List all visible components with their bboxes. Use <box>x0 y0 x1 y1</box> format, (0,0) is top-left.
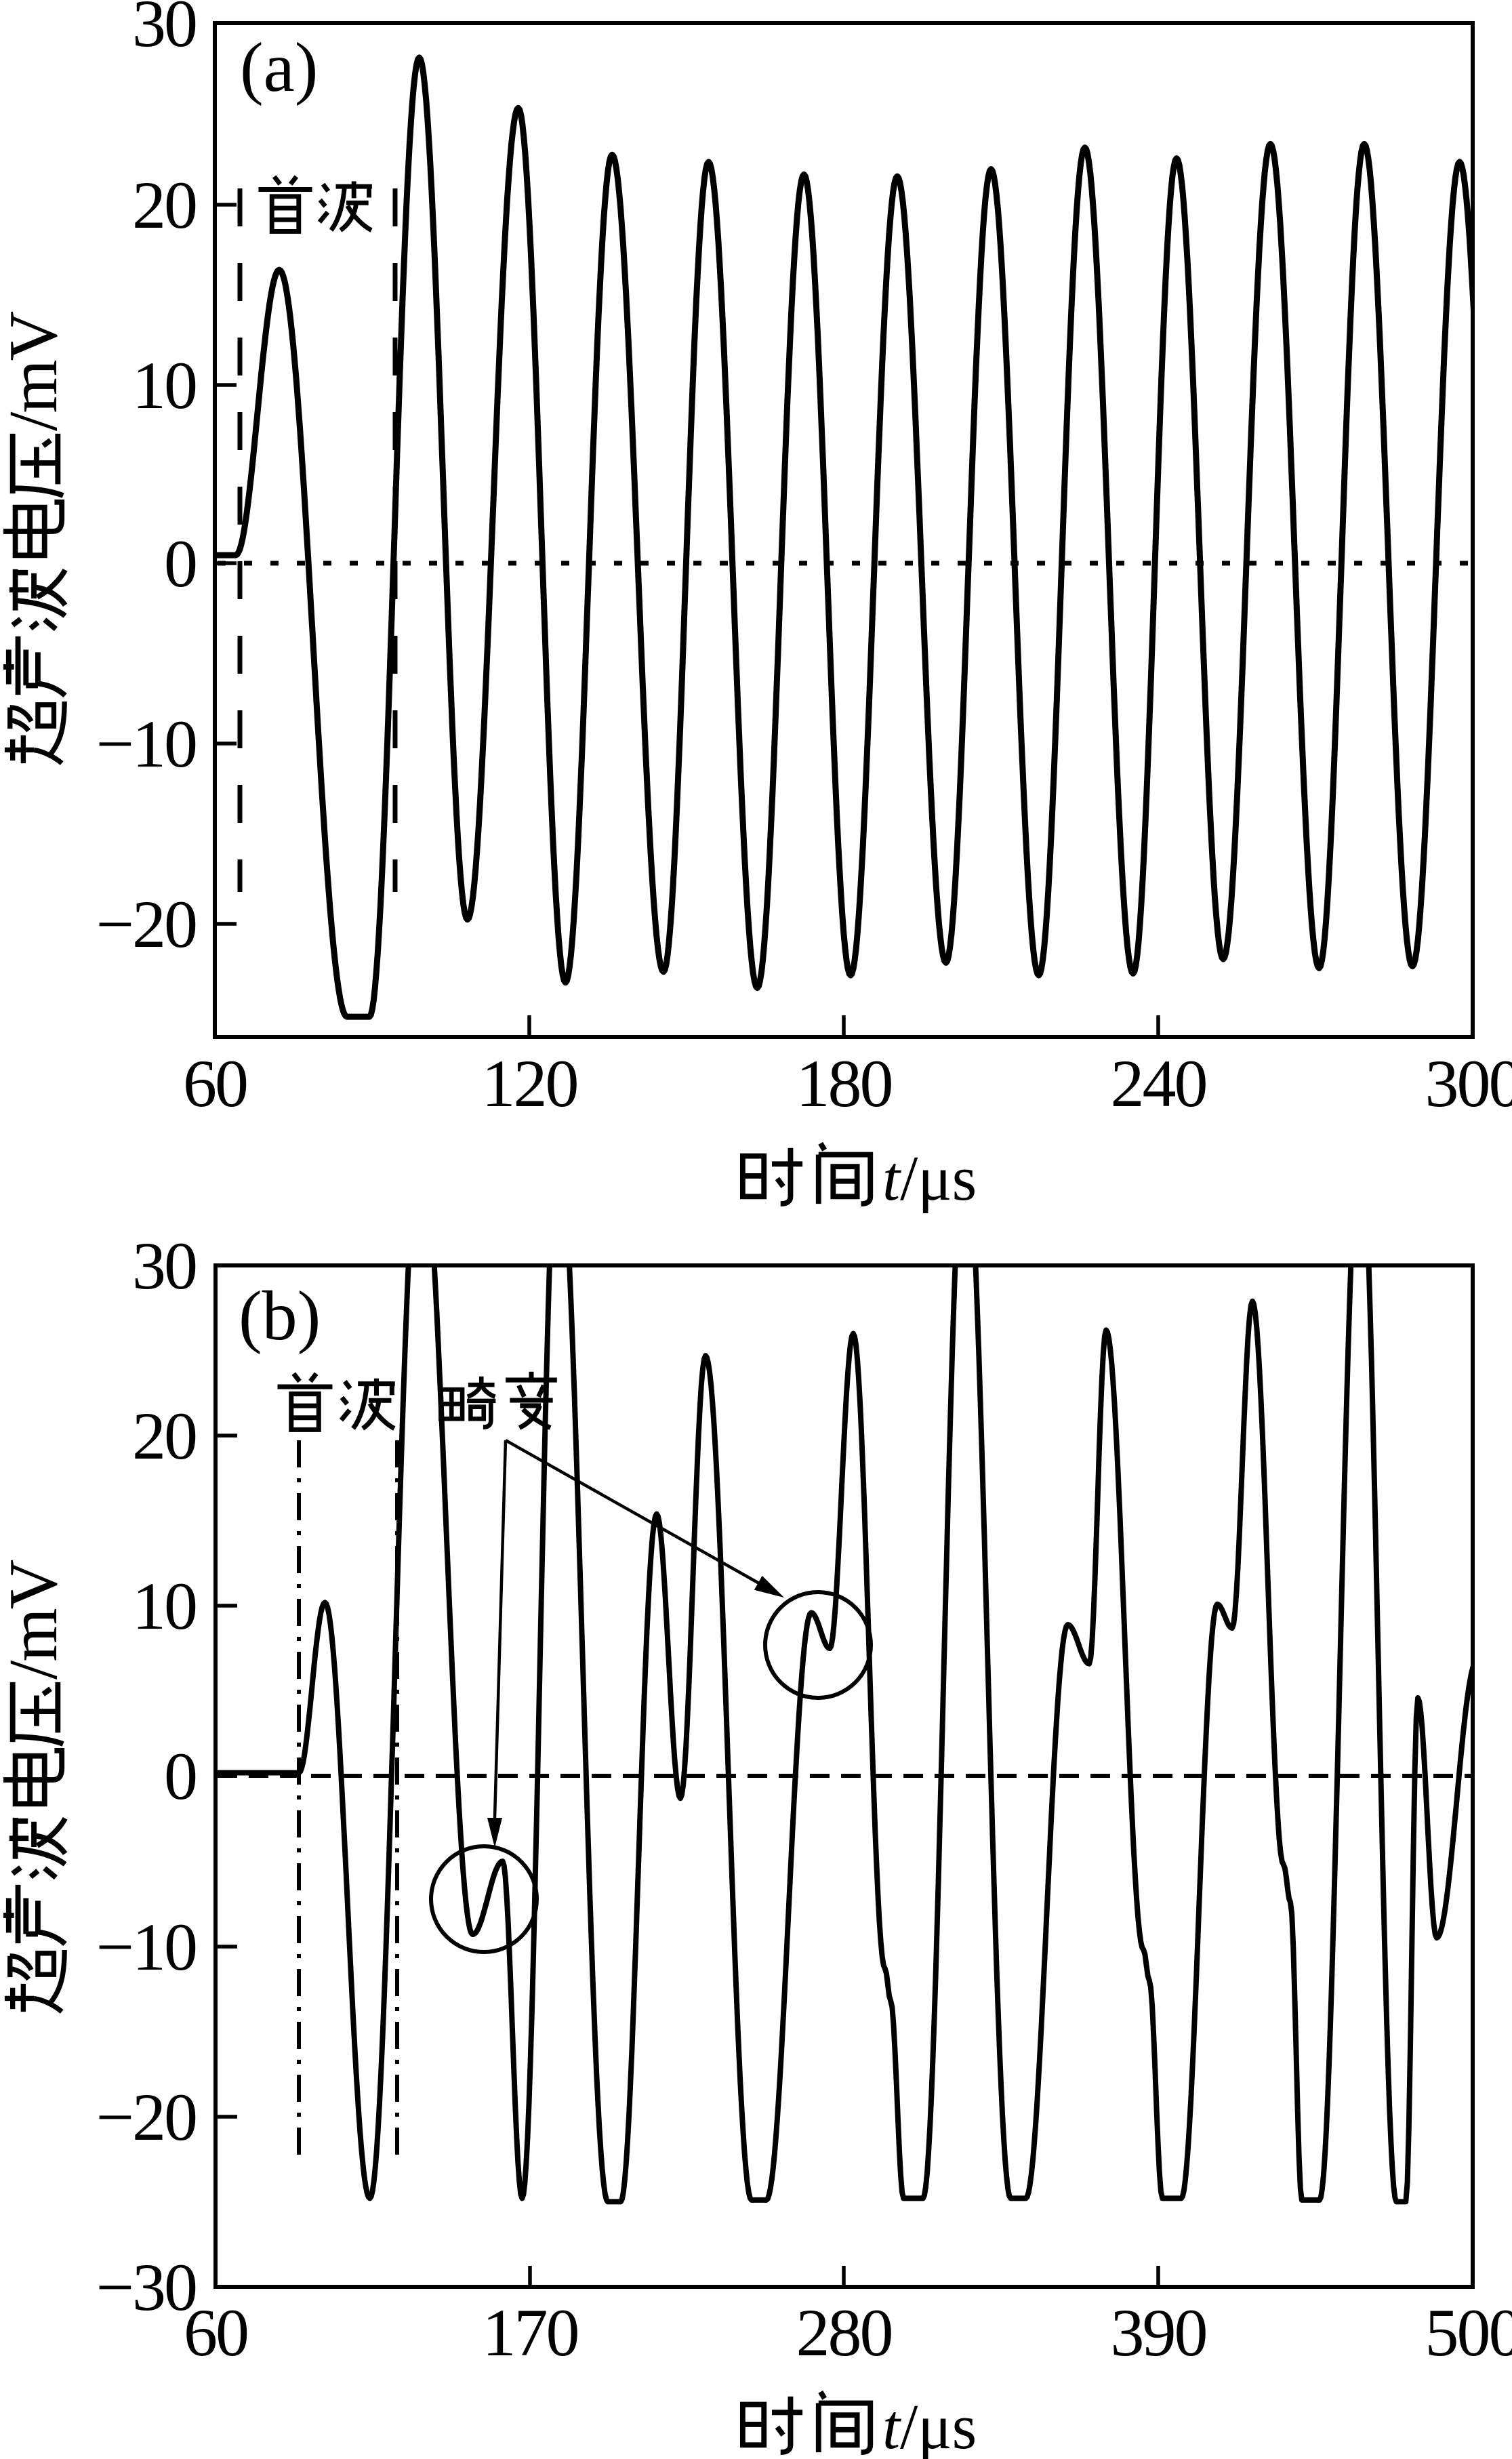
svg-text:t/μs: t/μs <box>882 2392 977 2459</box>
svg-text:20: 20 <box>132 167 196 243</box>
svg-text:180: 180 <box>796 1046 892 1121</box>
svg-text:/mV: /mV <box>0 1560 72 1680</box>
svg-text:10: 10 <box>132 1568 196 1644</box>
svg-text:170: 170 <box>483 2295 578 2370</box>
svg-text:−20: −20 <box>96 887 196 962</box>
svg-text:20: 20 <box>132 1398 196 1474</box>
svg-text:10: 10 <box>132 348 196 423</box>
svg-text:30: 30 <box>132 0 196 61</box>
svg-text:500: 500 <box>1425 2295 1512 2370</box>
svg-text:/mV: /mV <box>0 311 72 431</box>
svg-text:0: 0 <box>164 1739 196 1814</box>
svg-text:(b): (b) <box>239 1277 321 1355</box>
svg-text:120: 120 <box>482 1046 577 1121</box>
svg-text:−20: −20 <box>96 2079 196 2155</box>
svg-text:30: 30 <box>132 1228 196 1303</box>
svg-text:(a): (a) <box>240 28 318 106</box>
svg-text:240: 240 <box>1111 1046 1206 1121</box>
svg-text:300: 300 <box>1425 1046 1512 1121</box>
svg-text:60: 60 <box>184 2295 247 2370</box>
svg-text:t/μs: t/μs <box>882 1143 977 1214</box>
svg-text:0: 0 <box>164 526 196 601</box>
svg-text:60: 60 <box>183 1046 247 1121</box>
svg-text:−10: −10 <box>96 1909 196 1985</box>
svg-text:280: 280 <box>796 2295 892 2370</box>
svg-text:390: 390 <box>1111 2295 1206 2370</box>
svg-text:−30: −30 <box>96 2250 196 2325</box>
svg-text:−10: −10 <box>96 706 196 781</box>
